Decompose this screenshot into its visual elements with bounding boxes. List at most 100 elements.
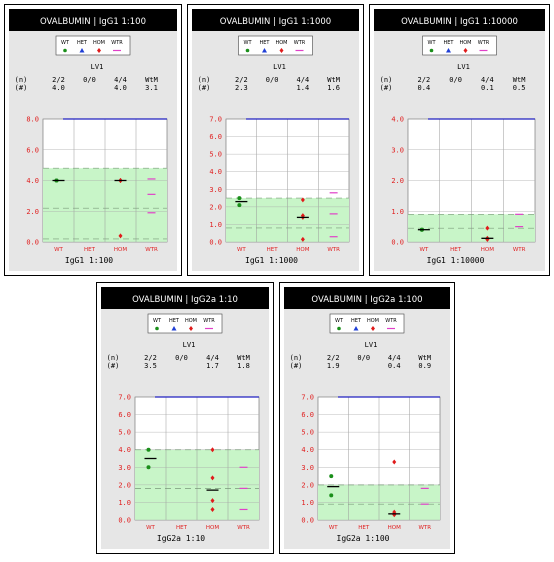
y-tick-label: 0.0 xyxy=(118,517,131,525)
legend-label: HOM xyxy=(275,40,287,46)
stats-count: (n) xyxy=(15,76,28,84)
y-tick-label: 1.0 xyxy=(391,208,404,216)
stats-mean-header: (#) xyxy=(107,362,120,370)
panel-title: OVALBUMIN | IgG2a 1:10 xyxy=(132,295,238,305)
x-category-label: HOM xyxy=(206,525,219,531)
y-tick-label: 6.0 xyxy=(118,411,131,419)
legend-box xyxy=(329,313,405,334)
stats-mean-value: 2.3 xyxy=(235,84,248,92)
x-category-label: HET xyxy=(450,247,462,253)
stats-mean-value: 3.1 xyxy=(145,84,158,92)
stats-mean-value: 1.7 xyxy=(206,362,219,370)
y-tick-label: 4.0 xyxy=(391,116,404,124)
legend-label: WT xyxy=(61,40,70,46)
y-tick-label: 7.0 xyxy=(301,394,314,402)
y-tick-label: 2.0 xyxy=(209,203,222,211)
chart-panel: OVALBUMIN | IgG1 1:1000 WT HET HOM WTR LV1 (n)… xyxy=(187,4,364,276)
y-tick-label: 4.0 xyxy=(301,446,314,454)
y-tick-label: 5.0 xyxy=(209,151,222,159)
panel-title: OVALBUMIN | IgG1 1:1000 xyxy=(220,17,331,27)
data-point-hom xyxy=(210,447,215,453)
legend-wt-marker xyxy=(155,326,159,331)
legend-label: HET xyxy=(77,40,88,46)
y-tick-label: 8.0 xyxy=(26,116,39,124)
y-tick-label: 0.0 xyxy=(301,517,314,525)
y-tick-label: 2.0 xyxy=(301,481,314,489)
chart-panel: OVALBUMIN | IgG2a 1:100 WT HET HOM WTR LV1 (n)… xyxy=(279,282,455,554)
legend-wt-marker xyxy=(63,48,67,53)
y-tick-label: 7.0 xyxy=(118,394,131,402)
chart-svg: OVALBUMIN | IgG1 1:100 WT HET HOM WTR LV1 (n) 2… xyxy=(9,9,177,271)
stats-mean-value: 4.0 xyxy=(52,84,65,92)
data-point-wt xyxy=(329,474,334,479)
stats-mean-value: 3.5 xyxy=(144,362,157,370)
stats-count: WtM xyxy=(513,76,526,84)
stats-mean-header: (#) xyxy=(290,362,303,370)
y-tick-label: 1.0 xyxy=(118,499,131,507)
title-bar xyxy=(284,287,450,309)
group-label: LV1 xyxy=(183,341,196,349)
stats-mean-value: 1.6 xyxy=(327,84,340,92)
stats-count: 2/2 xyxy=(144,354,157,362)
stats-mean-header: (#) xyxy=(15,84,28,92)
y-tick-label: 2.0 xyxy=(26,208,39,216)
title-bar xyxy=(101,287,269,309)
group-label: LV1 xyxy=(273,63,286,71)
stats-count: 4/4 xyxy=(114,76,127,84)
stats-mean-value: 1.8 xyxy=(237,362,250,370)
legend-label: HET xyxy=(169,318,180,324)
legend-hom-marker xyxy=(371,326,375,331)
x-category-label: HET xyxy=(267,247,279,253)
stats-count: 4/4 xyxy=(206,354,219,362)
stats-count: 0/0 xyxy=(175,354,188,362)
x-axis-title: IgG1 1:1000 xyxy=(245,256,298,265)
legend-label: WTR xyxy=(294,40,306,46)
stats-count: 2/2 xyxy=(235,76,248,84)
title-bar xyxy=(374,9,545,31)
title-bar xyxy=(9,9,177,31)
stats-count: WtM xyxy=(418,354,431,362)
legend-box xyxy=(147,313,223,334)
stats-mean-value: 0.4 xyxy=(418,84,431,92)
stats-count: (n) xyxy=(198,76,211,84)
stats-mean-header: (#) xyxy=(198,84,211,92)
stats-count: 2/2 xyxy=(418,76,431,84)
legend-hom-marker xyxy=(97,48,101,53)
stats-count: (n) xyxy=(380,76,393,84)
y-tick-label: 0.0 xyxy=(26,239,39,247)
legend-wt-marker xyxy=(337,326,341,331)
group-label: LV1 xyxy=(91,63,104,71)
y-tick-label: 3.0 xyxy=(301,464,314,472)
legend-het-marker xyxy=(353,326,359,331)
legend-label: HOM xyxy=(185,318,197,324)
data-point-wt xyxy=(237,196,242,201)
legend-het-marker xyxy=(79,48,85,53)
group-label: LV1 xyxy=(365,341,378,349)
legend-label: WT xyxy=(428,40,437,46)
chart-svg: OVALBUMIN | IgG2a 1:100 WT HET HOM WTR LV1 (n)… xyxy=(284,287,450,549)
stats-mean-value: 0.4 xyxy=(388,362,401,370)
group-label: LV1 xyxy=(457,63,470,71)
y-tick-label: 4.0 xyxy=(209,168,222,176)
data-point-wt xyxy=(146,447,151,452)
x-category-label: WTR xyxy=(513,247,526,253)
data-point-wt xyxy=(146,465,151,470)
legend-hom-marker xyxy=(189,326,193,331)
y-tick-label: 0.0 xyxy=(391,239,404,247)
stats-count: 2/2 xyxy=(52,76,65,84)
y-tick-label: 2.0 xyxy=(118,481,131,489)
chart-svg: OVALBUMIN | IgG1 1:1000 WT HET HOM WTR LV1 (n)… xyxy=(192,9,359,271)
data-point-hom xyxy=(485,225,490,231)
y-tick-label: 0.0 xyxy=(209,239,222,247)
data-point-wt xyxy=(237,203,242,208)
x-category-label: WTR xyxy=(327,247,340,253)
legend-label: WT xyxy=(335,318,344,324)
legend-label: HET xyxy=(351,318,362,324)
stats-count: (n) xyxy=(290,354,303,362)
data-point-hom xyxy=(210,498,215,504)
legend-label: WTR xyxy=(203,318,215,324)
legend-box xyxy=(422,35,497,56)
data-point-hom xyxy=(118,233,123,239)
legend-label: WTR xyxy=(111,40,123,46)
x-category-label: HET xyxy=(176,525,188,531)
